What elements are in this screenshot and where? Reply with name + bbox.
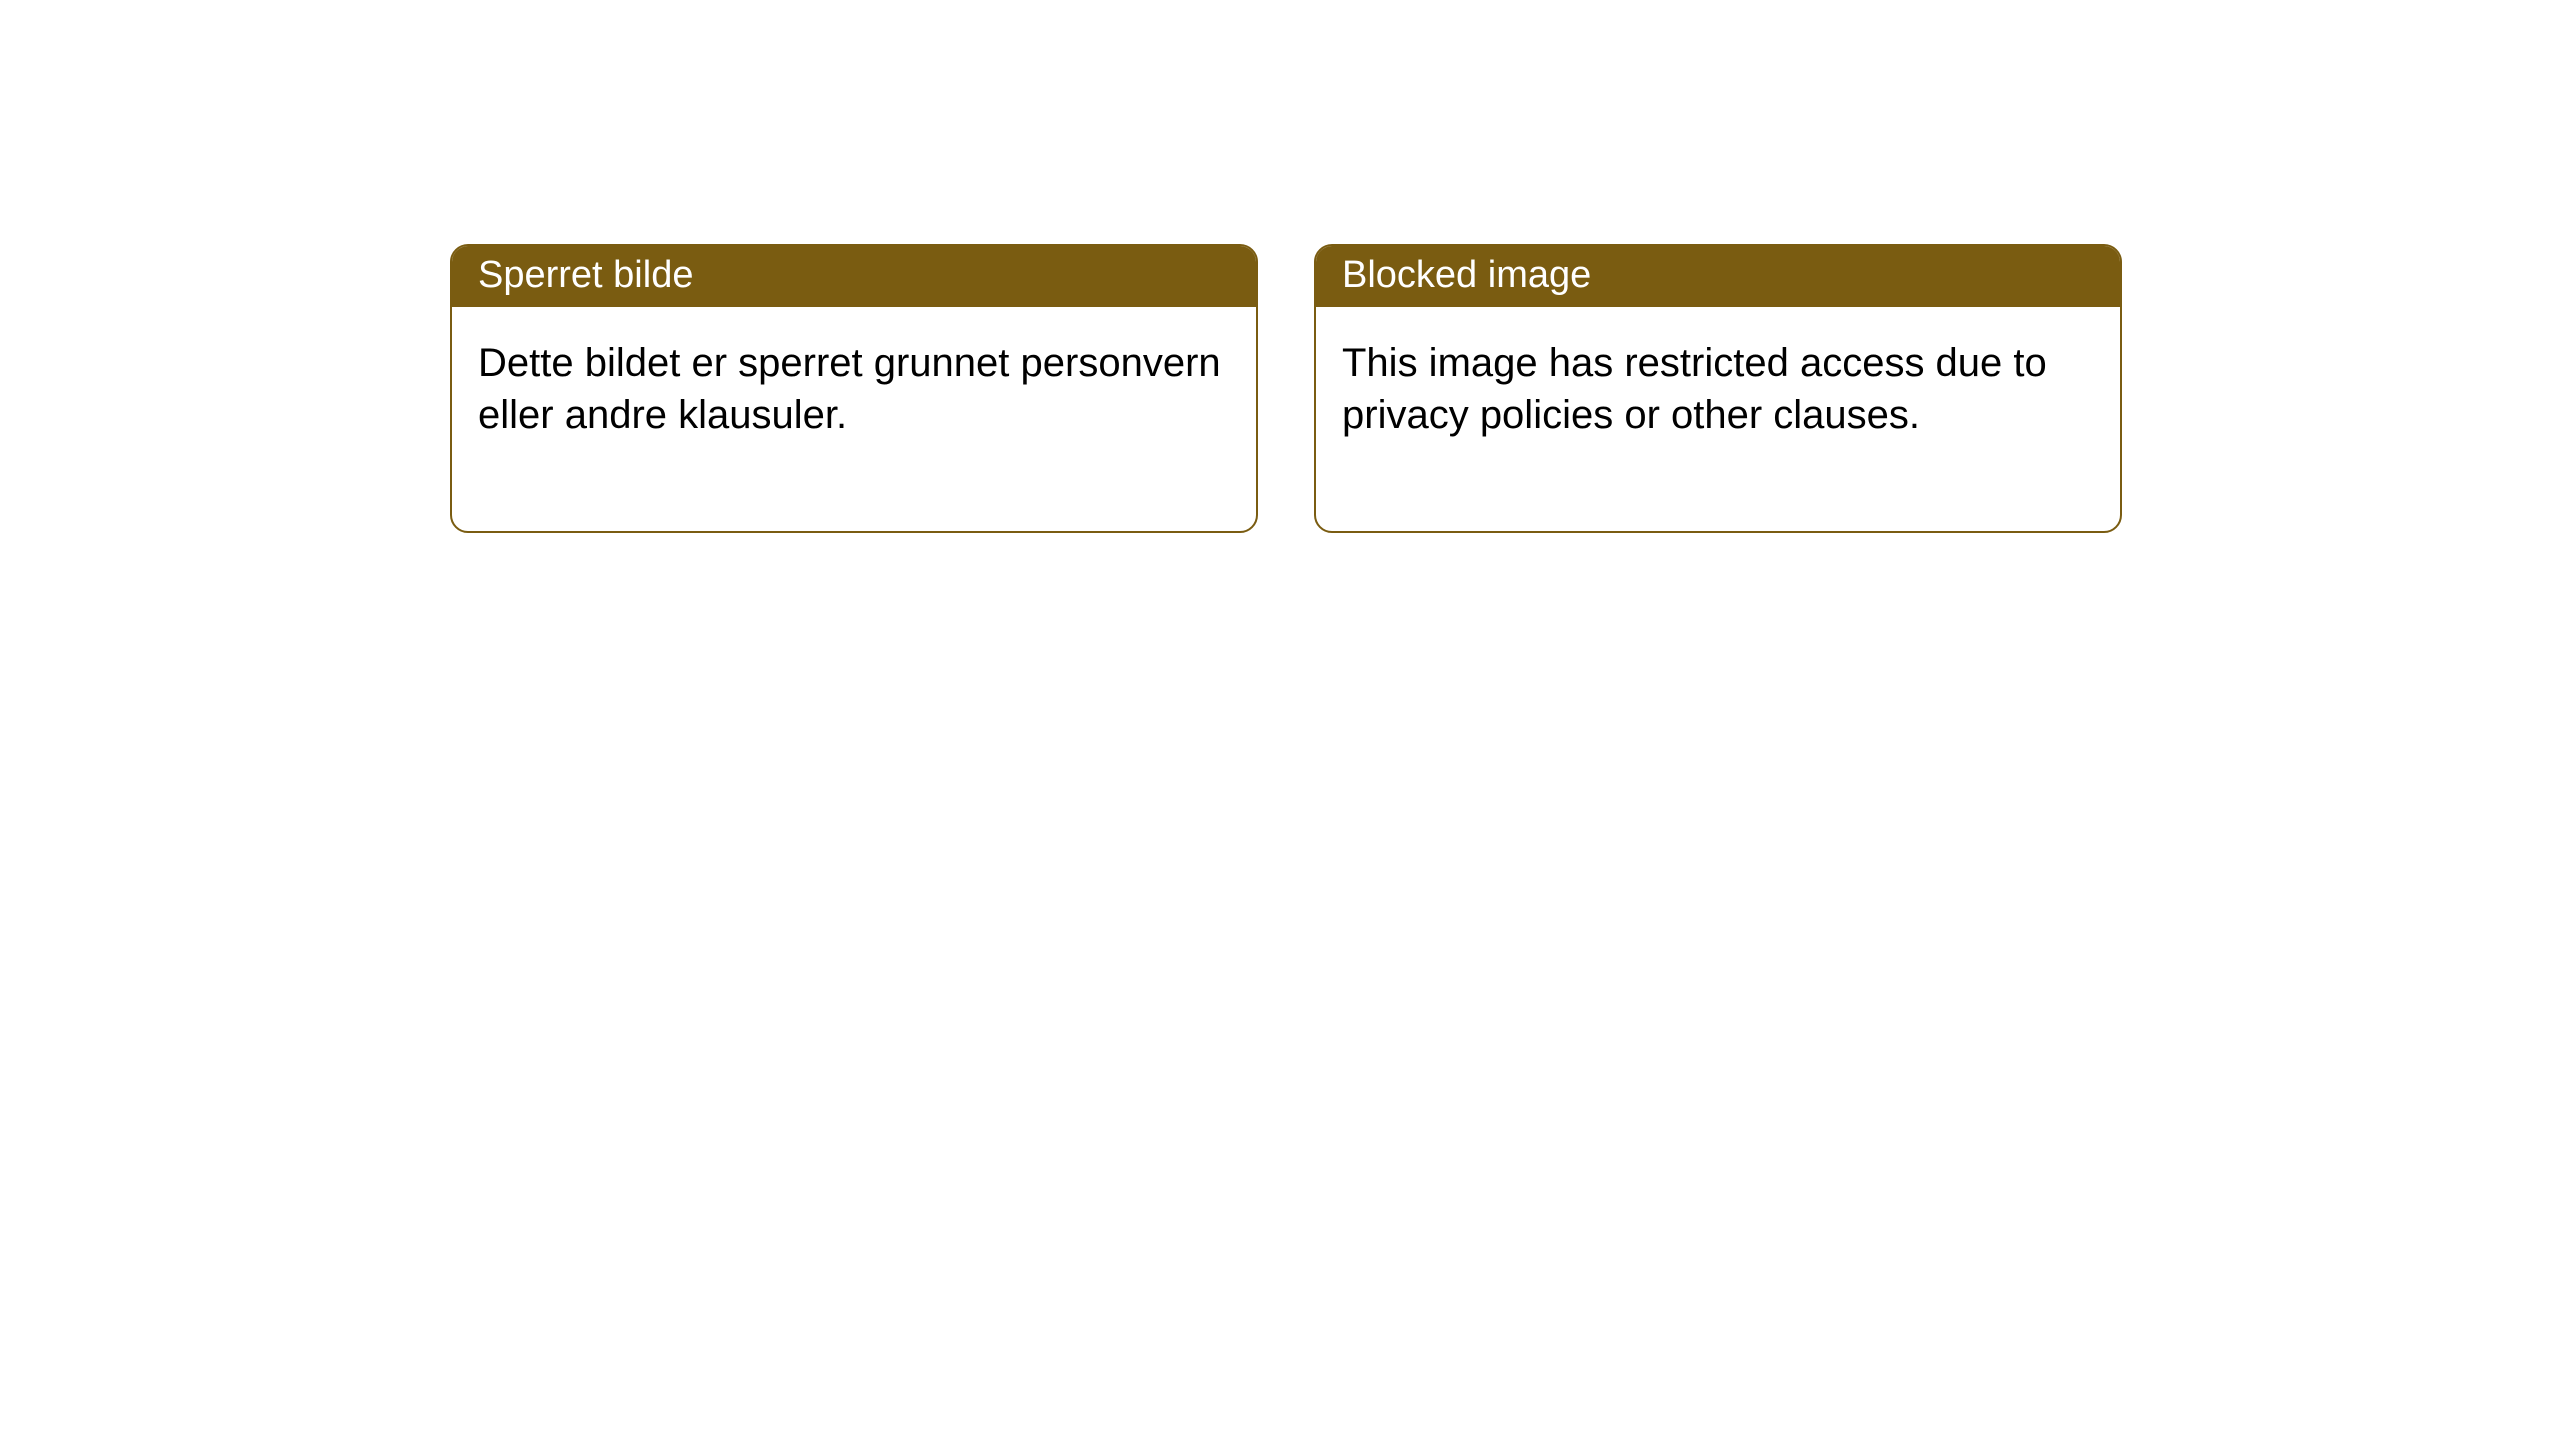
notice-card-english: Blocked image This image has restricted … xyxy=(1314,244,2122,533)
notice-body: Dette bildet er sperret grunnet personve… xyxy=(452,307,1256,531)
notice-body: This image has restricted access due to … xyxy=(1316,307,2120,531)
notice-header: Sperret bilde xyxy=(452,246,1256,307)
notice-container: Sperret bilde Dette bildet er sperret gr… xyxy=(0,0,2560,533)
notice-header: Blocked image xyxy=(1316,246,2120,307)
notice-card-norwegian: Sperret bilde Dette bildet er sperret gr… xyxy=(450,244,1258,533)
